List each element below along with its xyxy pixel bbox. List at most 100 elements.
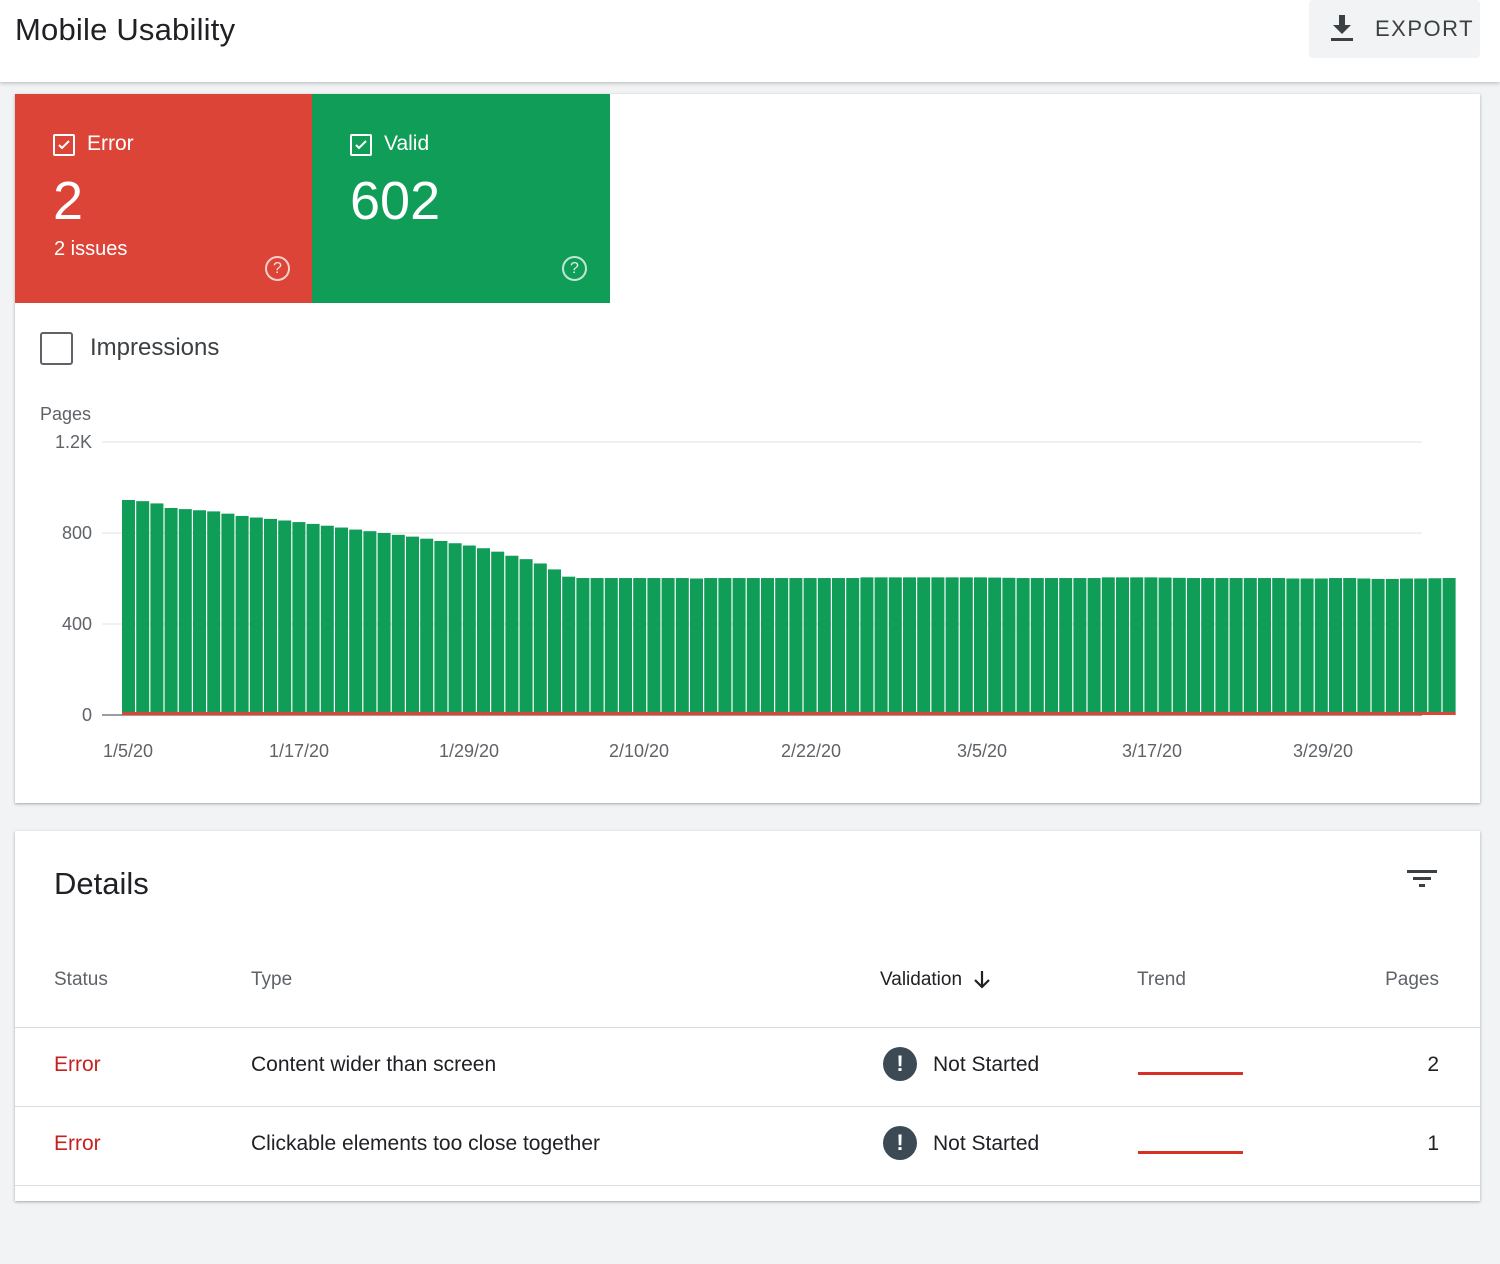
valid-bar (931, 577, 945, 715)
valid-bar (1229, 578, 1243, 715)
valid-bar (846, 578, 860, 715)
valid-bar (150, 503, 164, 715)
valid-bar (448, 543, 462, 715)
x-tick-label: 2/10/20 (609, 741, 669, 761)
valid-count: 602 (350, 171, 441, 231)
x-tick-label: 3/17/20 (1122, 741, 1182, 761)
top-app-bar: Mobile Usability EXPORT (0, 0, 1500, 82)
valid-bar (1357, 578, 1371, 715)
valid-bar (917, 577, 931, 715)
valid-bar (235, 515, 249, 715)
x-tick-label: 2/22/20 (781, 741, 841, 761)
impressions-checkbox[interactable] (40, 331, 73, 365)
valid-bar (661, 578, 675, 715)
valid-bar (704, 578, 718, 715)
row-pages: 2 (1427, 1053, 1439, 1076)
valid-bar (178, 509, 192, 715)
valid-bar (1144, 577, 1158, 715)
error-count: 2 (53, 171, 84, 231)
valid-bar (320, 525, 334, 715)
valid-bar (1385, 578, 1399, 715)
y-tick-label: 400 (62, 614, 92, 634)
x-tick-label: 1/29/20 (439, 741, 499, 761)
valid-bar (590, 578, 604, 715)
not-started-icon: ! (883, 1126, 917, 1160)
column-status[interactable]: Status (54, 969, 108, 990)
valid-bar (1400, 578, 1413, 715)
page-title: Mobile Usability (15, 12, 236, 47)
valid-bar (1286, 578, 1300, 715)
valid-bar (164, 507, 178, 715)
export-button[interactable]: EXPORT (1309, 0, 1480, 58)
valid-bar (1300, 578, 1314, 715)
check-icon (355, 140, 367, 150)
row-validation: Not Started (933, 1132, 1040, 1155)
help-icon[interactable]: ? (562, 256, 587, 281)
error-tile[interactable]: Error 2 2 issues ? (15, 94, 312, 303)
y-axis-label: Pages (40, 404, 91, 424)
coverage-card: Error 2 2 issues ? Valid 602 ? Impressio… (15, 94, 1480, 803)
valid-bar (690, 578, 703, 715)
valid-bar (221, 513, 235, 715)
valid-bar (136, 501, 150, 715)
row-status: Error (54, 1053, 101, 1076)
valid-bar (1215, 578, 1229, 715)
column-pages[interactable]: Pages (1385, 969, 1439, 990)
column-trend[interactable]: Trend (1137, 969, 1186, 990)
valid-bar (477, 548, 490, 715)
table-row[interactable]: Error Clickable elements too close toget… (15, 1106, 1480, 1185)
valid-bar (406, 536, 419, 715)
valid-checkbox[interactable] (350, 134, 372, 156)
valid-bar (306, 523, 320, 715)
valid-bar (562, 576, 576, 715)
valid-bar (292, 522, 306, 715)
valid-bar (1116, 577, 1129, 715)
valid-bar (803, 578, 817, 715)
valid-bar (1030, 578, 1044, 715)
table-row[interactable]: Error Content wider than screen ! Not St… (15, 1027, 1480, 1106)
valid-bar (505, 555, 519, 715)
valid-bar (278, 520, 292, 715)
valid-bar (391, 534, 405, 715)
valid-bar (491, 551, 505, 715)
download-icon (1331, 15, 1353, 41)
x-tick-label: 3/29/20 (1293, 741, 1353, 761)
valid-bar (718, 578, 732, 715)
valid-bar (207, 511, 221, 715)
filter-icon[interactable] (1405, 864, 1439, 894)
valid-bar (533, 563, 547, 715)
trend-sparkline (1138, 1151, 1243, 1154)
column-type[interactable]: Type (251, 969, 293, 990)
valid-bar (1073, 578, 1087, 715)
valid-bar (1414, 578, 1428, 715)
valid-bar (548, 569, 561, 715)
column-validation[interactable]: Validation (880, 969, 992, 991)
valid-bar (1343, 578, 1357, 715)
valid-bar (377, 533, 391, 715)
help-icon[interactable]: ? (265, 256, 290, 281)
y-tick-label: 0 (82, 705, 92, 725)
valid-bar (1329, 578, 1342, 715)
impressions-toggle[interactable]: Impressions (40, 330, 219, 366)
valid-bar (619, 578, 632, 715)
error-issues: 2 issues (54, 238, 128, 260)
valid-bar (462, 545, 476, 715)
valid-bar (1187, 578, 1200, 715)
valid-bar (1428, 578, 1442, 715)
y-tick-label: 800 (62, 523, 92, 543)
valid-bar (264, 518, 277, 715)
column-validation-label: Validation (880, 969, 963, 990)
not-started-icon: ! (883, 1047, 917, 1081)
valid-bar (746, 578, 760, 715)
pages-bar-chart: Pages 1.2K 800 400 0 1/5/20 1/17/20 1/29/20 2/10… (40, 404, 1456, 761)
check-icon (58, 140, 70, 150)
row-type: Clickable elements too close together (251, 1132, 601, 1155)
valid-bar (249, 517, 263, 715)
valid-bar (1272, 578, 1286, 715)
valid-bar (1059, 578, 1073, 715)
trend-sparkline (1138, 1072, 1243, 1075)
error-checkbox[interactable] (53, 134, 75, 156)
x-tick-label: 3/5/20 (957, 741, 1007, 761)
valid-bar (434, 540, 448, 715)
valid-tile[interactable]: Valid 602 ? (312, 94, 610, 303)
